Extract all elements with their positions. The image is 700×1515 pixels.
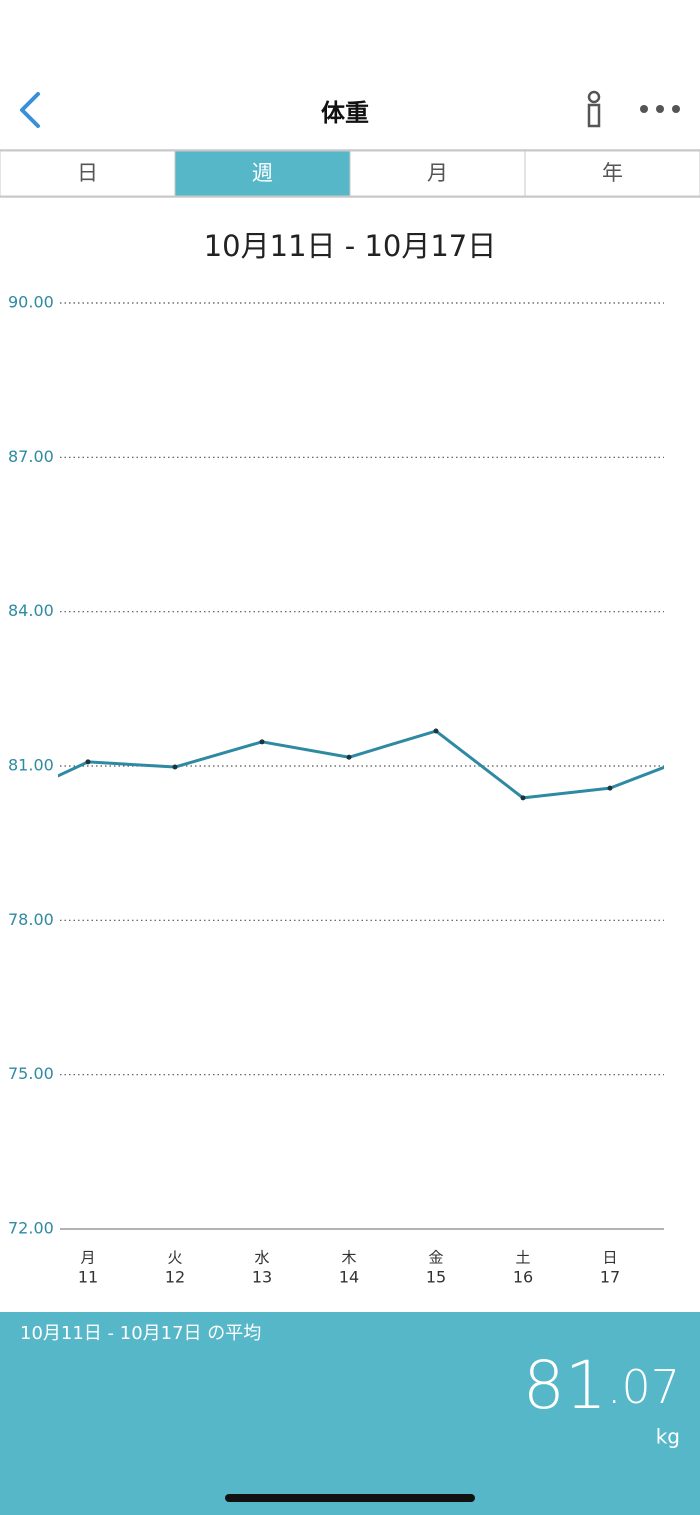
tab[interactable]	[524, 150, 700, 197]
tab-label[interactable]: 月	[427, 161, 448, 185]
tab-bar: 日週月年	[0, 149, 700, 198]
data-point	[85, 759, 91, 765]
data-point	[172, 764, 178, 770]
data-point	[433, 728, 439, 734]
info-button[interactable]	[587, 90, 601, 128]
tab[interactable]	[349, 150, 526, 197]
x-tick-date: 13	[252, 1268, 272, 1287]
x-tick-weekday: 火	[167, 1249, 182, 1267]
y-tick-label: 72.00	[8, 1219, 54, 1238]
x-tick-date: 16	[513, 1268, 533, 1287]
data-point	[607, 785, 613, 791]
x-tick-date: 14	[339, 1268, 359, 1287]
summary-panel	[0, 1312, 700, 1515]
x-tick-date: 17	[600, 1268, 620, 1287]
y-tick-label: 90.00	[8, 293, 54, 312]
date-range: 10月11日 - 10月17日	[204, 229, 497, 263]
x-tick-weekday: 木	[341, 1249, 356, 1267]
home-indicator	[225, 1494, 475, 1502]
data-point	[346, 754, 352, 760]
y-tick-label: 84.00	[8, 601, 54, 620]
tab-label[interactable]: 日	[77, 161, 98, 185]
y-tick-label: 78.00	[8, 910, 54, 929]
x-tick-weekday: 土	[515, 1249, 530, 1267]
data-point	[520, 795, 526, 801]
y-tick-label: 81.00	[8, 756, 54, 775]
tab[interactable]	[174, 150, 351, 197]
x-tick-weekday: 月	[80, 1249, 95, 1267]
tab-label[interactable]: 週	[252, 161, 273, 185]
back-button[interactable]	[20, 92, 40, 128]
page-title: 体重	[321, 99, 369, 127]
x-tick-date: 12	[165, 1268, 185, 1287]
y-tick-label: 75.00	[8, 1064, 54, 1083]
y-tick-label: 87.00	[8, 447, 54, 466]
tab-label[interactable]: 年	[602, 161, 623, 185]
x-tick-date: 15	[426, 1268, 446, 1287]
x-tick-weekday: 日	[602, 1249, 617, 1267]
chart: 72.0075.0078.0081.0084.0087.0090.00月11火1…	[8, 293, 664, 1287]
x-tick-date: 11	[78, 1268, 98, 1287]
x-tick-weekday: 金	[428, 1249, 443, 1267]
summary-unit: kg	[656, 1425, 680, 1449]
data-point	[259, 739, 265, 745]
more-button[interactable]	[640, 105, 680, 113]
summary-label: 10月11日 - 10月17日 の平均	[20, 1323, 261, 1344]
tab[interactable]	[0, 150, 176, 197]
summary-value: 81.07	[523, 1347, 680, 1424]
x-tick-weekday: 水	[254, 1249, 269, 1267]
